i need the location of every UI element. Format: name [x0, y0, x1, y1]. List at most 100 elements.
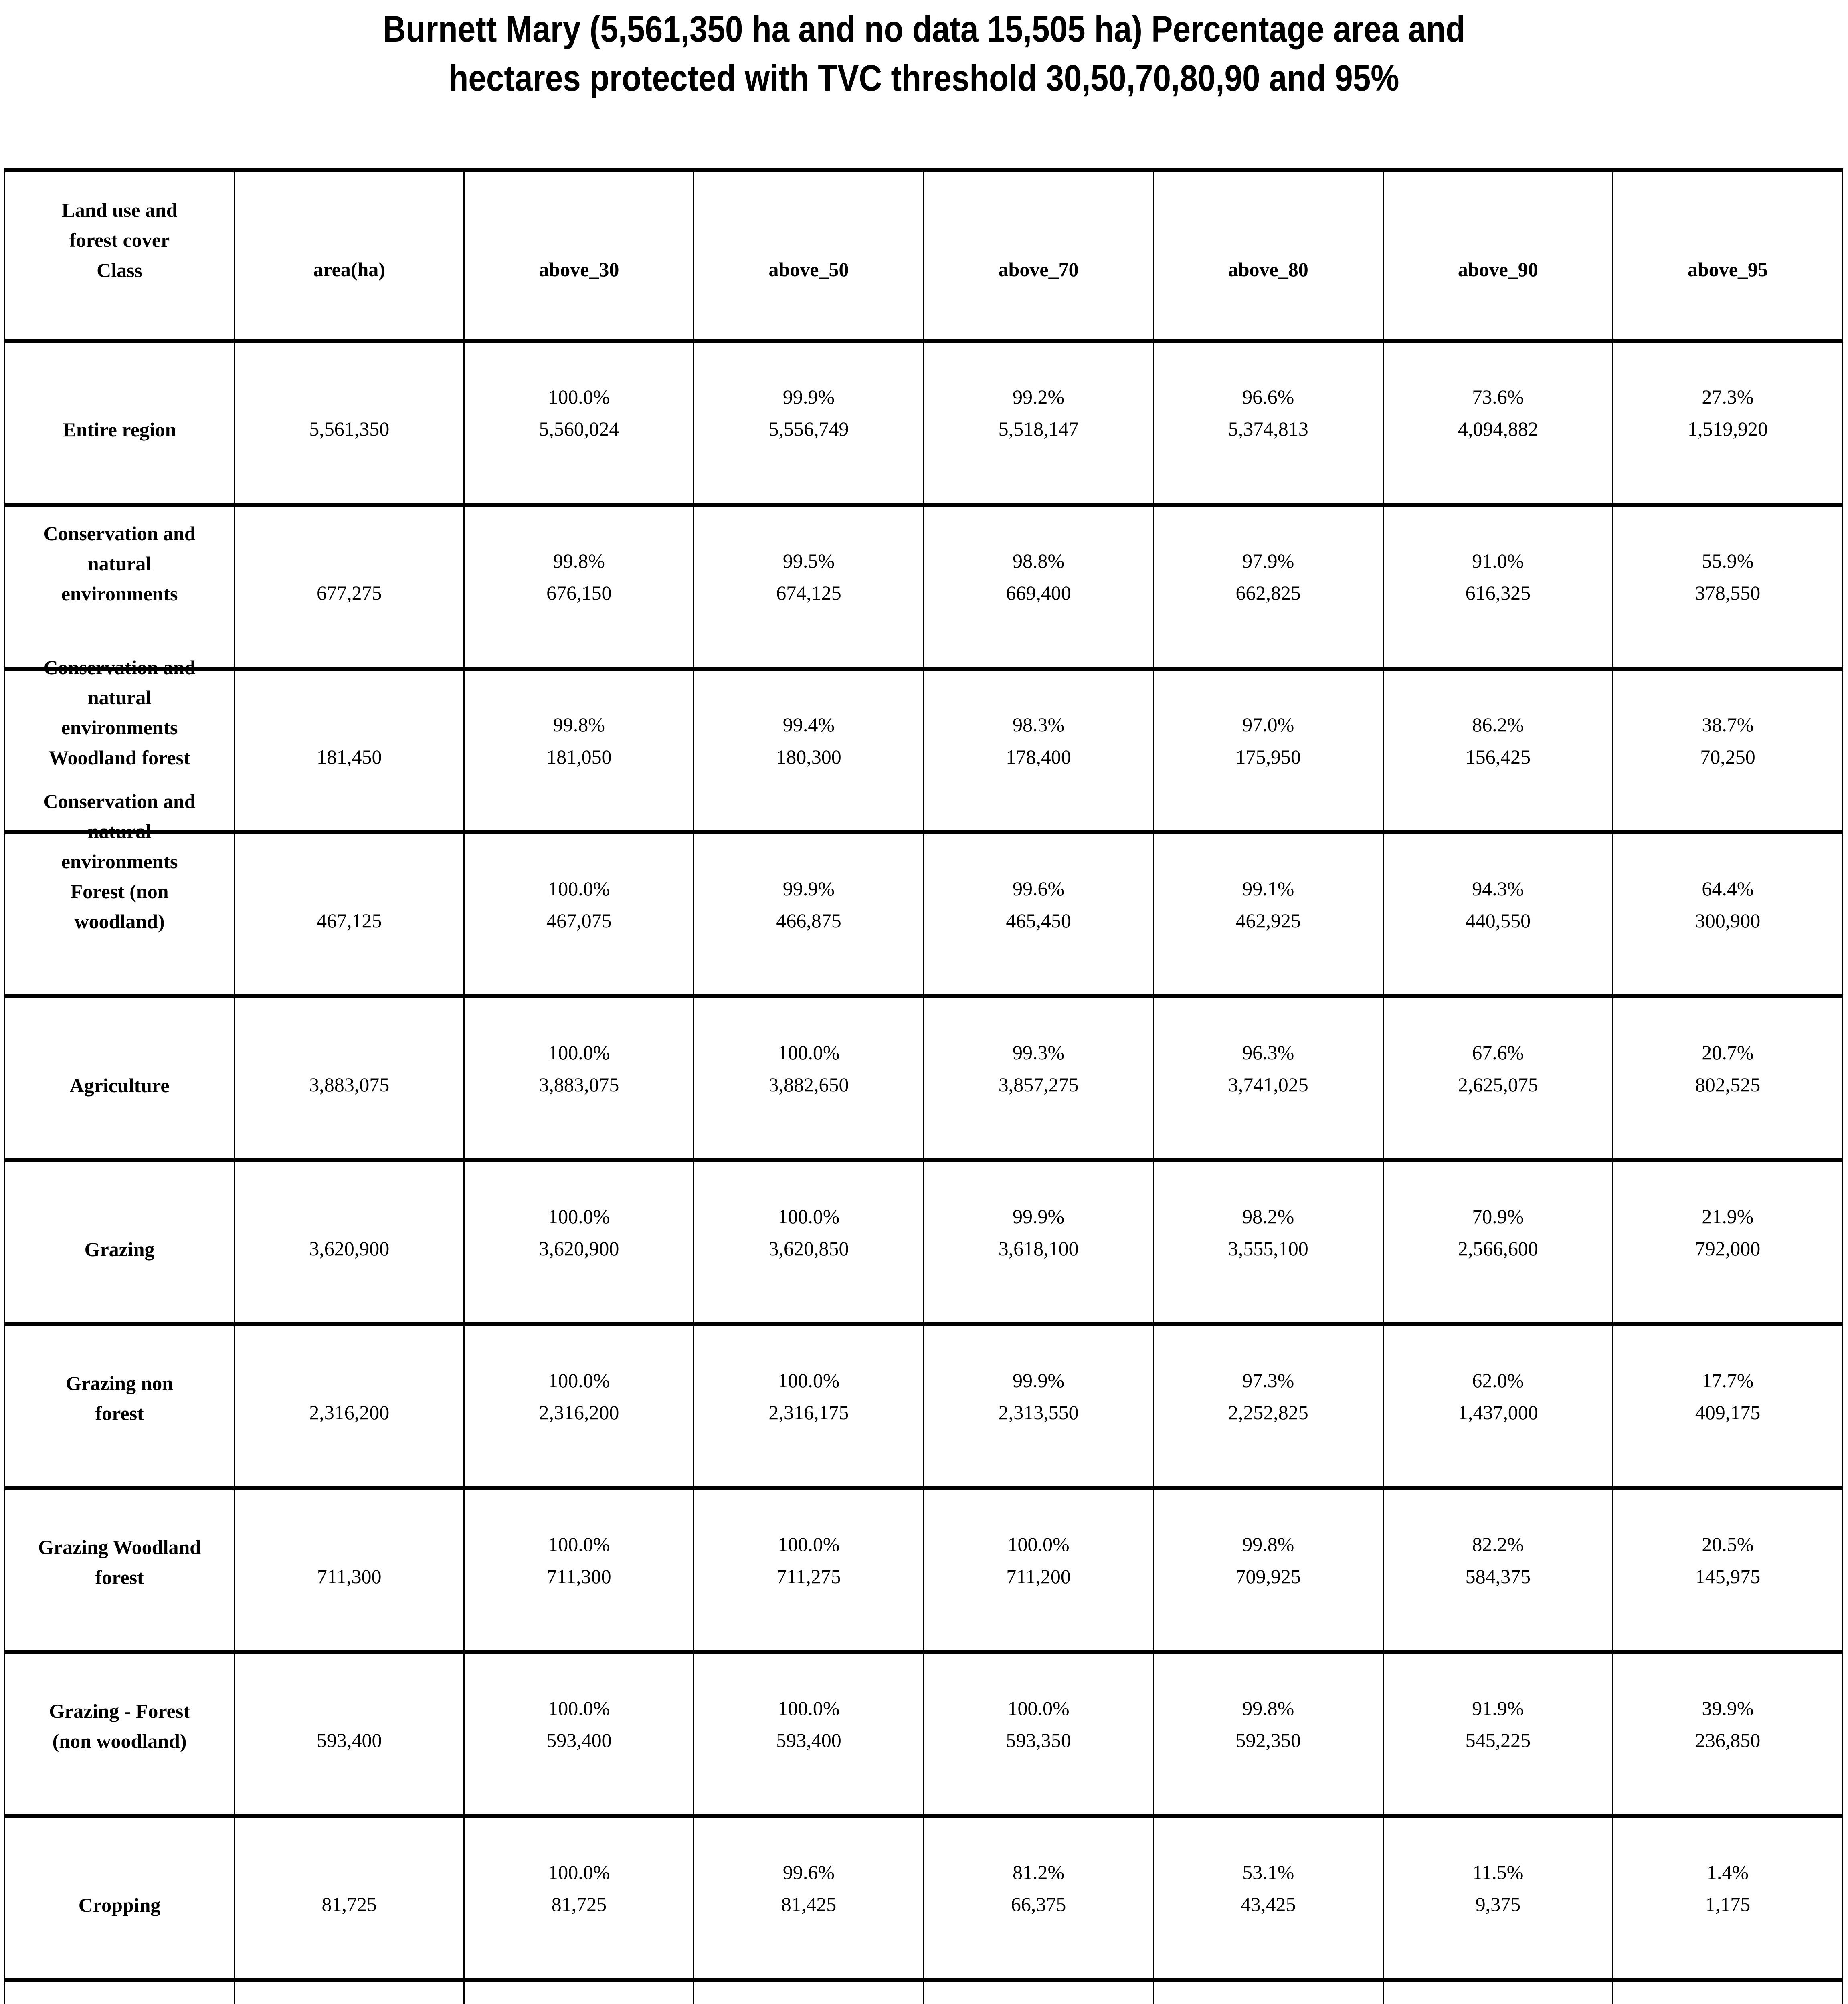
hectares-protected-value: 81,425	[781, 1893, 837, 1916]
percent-protected-value: 62.0%	[1472, 1369, 1524, 1392]
threshold-cell-content: 1.4% 1,175	[1616, 1856, 1840, 1920]
threshold-cell-content: 99.8% 181,050	[467, 709, 691, 773]
hectares-protected-value: 2,566,600	[1458, 1237, 1538, 1260]
area-value: 467,125	[316, 909, 382, 932]
hectares-protected-value: 3,882,650	[768, 1073, 849, 1096]
threshold-cell: 100.0% 3,620,900	[463, 1160, 694, 1324]
percent-protected-value: 91.9%	[1472, 1697, 1524, 1720]
threshold-cell: 99.9% 466,875	[693, 832, 924, 996]
threshold-cell: 99.9% 2,313,550	[923, 1324, 1154, 1488]
hectares-protected-value: 711,200	[1006, 1565, 1071, 1588]
class-cell: Entire region	[5, 341, 235, 505]
threshold-cell: 94.3% 440,550	[1382, 832, 1613, 996]
data-table-wrapper: Land use and forest cover Class area(ha)…	[4, 168, 1843, 2004]
threshold-cell: 100.0% 3,882,650	[693, 996, 924, 1160]
threshold-cell-content: 99.8% 709,925	[1157, 1528, 1380, 1592]
land-use-class-label: Entire region	[63, 418, 176, 441]
table-row: Conservation and natural environments Fo…	[4, 790, 1843, 996]
table-row: Irrigation174,775100.0%174,775100.0%174,…	[4, 1980, 1843, 2004]
threshold-cell: 91.9% 545,225	[1382, 1652, 1613, 1816]
class-cell: Grazing non forest	[5, 1324, 235, 1488]
threshold-cell-content: 100.0% 3,620,850	[697, 1200, 920, 1265]
hectares-protected-value: 711,300	[546, 1565, 611, 1588]
table-header: Land use and forest cover Class area(ha)…	[4, 170, 1843, 341]
hectares-protected-value: 180,300	[776, 745, 841, 768]
percent-protected-value: 98.3%	[1012, 713, 1065, 736]
percent-protected-value: 94.3%	[1472, 877, 1524, 900]
area-cell: 711,300	[234, 1488, 464, 1652]
threshold-cell: 67.6% 2,625,075	[1382, 996, 1613, 1160]
area-cell: 174,775	[234, 1980, 464, 2004]
threshold-cell-content: 99.2% 5,518,147	[927, 381, 1150, 445]
hectares-protected-value: 593,350	[1006, 1729, 1071, 1752]
hectares-protected-value: 2,313,550	[998, 1401, 1079, 1424]
threshold-cell: 100.0% 81,725	[463, 1816, 694, 1980]
area-cell: 5,561,350	[234, 341, 464, 505]
hectares-protected-value: 5,556,749	[768, 418, 849, 440]
threshold-cell-content: 100.0% 593,400	[697, 1692, 920, 1756]
page-title-line2: hectares protected with TVC threshold 30…	[449, 58, 1399, 99]
threshold-cell-content: 27.3% 1,519,920	[1616, 381, 1840, 445]
hectares-protected-value: 802,525	[1695, 1073, 1761, 1096]
threshold-cell-content: 100.0% 81,725	[467, 1856, 691, 1920]
threshold-cell-content: 67.6% 2,625,075	[1386, 1036, 1610, 1101]
land-use-class-label: Agriculture	[69, 1074, 170, 1097]
threshold-cell: 20.7% 802,525	[1612, 996, 1843, 1160]
column-header-area: area(ha)	[234, 170, 464, 341]
threshold-cell: 99.4% 180,300	[693, 669, 924, 832]
threshold-cell: 100.0% 593,400	[693, 1652, 924, 1816]
threshold-cell: 98.2% 3,555,100	[1152, 1160, 1383, 1324]
table-row: Grazing Woodland forest 711,300 100.0% 711,…	[4, 1488, 1843, 1652]
hectares-protected-value: 545,225	[1465, 1729, 1531, 1752]
threshold-cell: 99.3% 3,857,275	[923, 996, 1154, 1160]
threshold-cell: 99.1% 462,925	[1152, 832, 1383, 996]
hectares-protected-value: 440,550	[1465, 909, 1531, 932]
threshold-cell: 99.8% 676,150	[463, 505, 694, 669]
threshold-cell: 97.3% 2,252,825	[1152, 1324, 1383, 1488]
area-cell: 3,620,900	[234, 1160, 464, 1324]
hectares-protected-value: 3,857,275	[998, 1073, 1079, 1096]
class-cell: Irrigation	[5, 1980, 235, 2004]
percent-protected-value: 99.3%	[1012, 1041, 1065, 1064]
hectares-protected-value: 3,618,100	[998, 1237, 1079, 1260]
threshold-cell-content: 99.9% 2,313,550	[927, 1364, 1150, 1428]
threshold-cell-content: 99.6% 465,450	[927, 873, 1150, 937]
percent-protected-value: 21.9%	[1702, 1205, 1754, 1228]
threshold-cell: 62.0% 1,437,000	[1382, 1324, 1613, 1488]
threshold-cell-content: 11.5% 9,375	[1386, 1856, 1610, 1920]
column-header-above-50: above_50	[693, 170, 924, 341]
table-row: Conservation and natural environments 677…	[4, 505, 1843, 669]
percent-protected-value: 100.0%	[548, 1533, 610, 1556]
threshold-cell: 20.5% 145,975	[1612, 1488, 1843, 1652]
percent-protected-value: 100.0%	[548, 1861, 610, 1884]
hectares-protected-value: 462,925	[1235, 909, 1301, 932]
hectares-protected-value: 711,275	[776, 1565, 841, 1588]
threshold-cell-content: 17.7% 409,175	[1616, 1364, 1840, 1428]
hectares-protected-value: 465,450	[1006, 909, 1071, 932]
page-title-line1: Burnett Mary (5,561,350 ha and no data 1…	[382, 9, 1466, 50]
threshold-cell: 99.6% 81,425	[693, 1816, 924, 1980]
threshold-cell-content: 38.7% 70,250	[1616, 709, 1840, 773]
threshold-cell-content: 53.1% 43,425	[1157, 1856, 1380, 1920]
hectares-protected-value: 81,725	[551, 1893, 607, 1916]
column-header-class: Land use and forest cover Class	[61, 199, 178, 282]
percent-protected-value: 100.0%	[548, 877, 610, 900]
hectares-protected-value: 9,375	[1475, 1893, 1521, 1916]
threshold-cell: 99.9% 5,556,749	[693, 341, 924, 505]
threshold-cell-content: 100.0% 711,200	[927, 1528, 1150, 1592]
area-cell: 677,275	[234, 505, 464, 669]
hectares-protected-value: 593,400	[776, 1729, 841, 1752]
hectares-protected-value: 669,400	[1006, 582, 1071, 604]
percent-protected-value: 100.0%	[548, 1205, 610, 1228]
area-cell: 181,450	[234, 669, 464, 832]
hectares-protected-value: 1,437,000	[1458, 1401, 1538, 1424]
threshold-cell-content: 99.3% 3,857,275	[927, 1036, 1150, 1101]
threshold-cell-content: 100.0% 3,882,650	[697, 1036, 920, 1101]
column-header-above-95: above_95	[1612, 170, 1843, 341]
table-row: Entire region 5,561,350 100.0% 5,560,024 99.…	[4, 341, 1843, 505]
class-cell: Grazing - Forest (non woodland)	[5, 1652, 235, 1816]
area-cell: 2,316,200	[234, 1324, 464, 1488]
threshold-cell-content: 62.0% 1,437,000	[1386, 1364, 1610, 1428]
percent-protected-value: 98.8%	[1012, 549, 1065, 572]
threshold-cell: 1.4% 1,175	[1612, 1816, 1843, 1980]
